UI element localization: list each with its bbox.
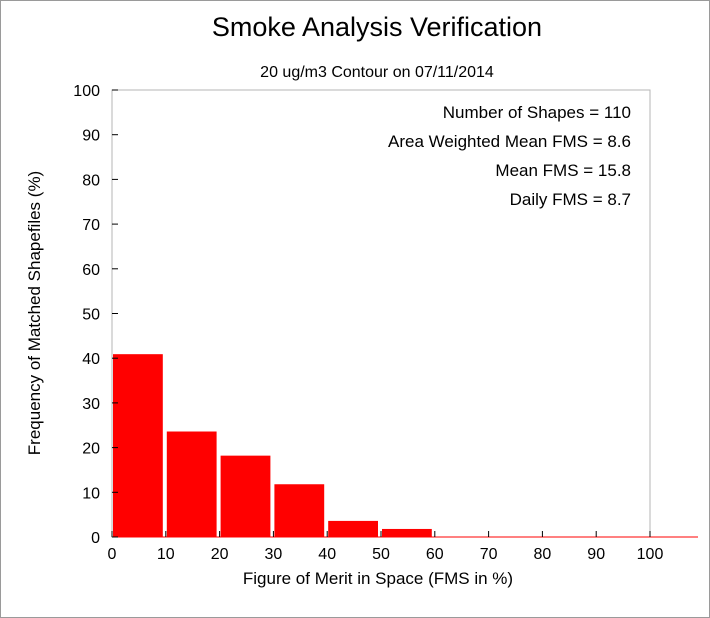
bar-50-60: [382, 528, 432, 537]
y-tick-label: 60: [82, 262, 100, 279]
y-tick-label: 10: [82, 485, 100, 502]
bar-0-10: [113, 354, 163, 537]
bar-20-30: [220, 455, 271, 537]
y-axis-label: Frequency of Matched Shapefiles (%): [25, 171, 44, 455]
stat-annotation: Daily FMS = 8.7: [510, 190, 631, 209]
y-tick-label: 50: [82, 307, 100, 324]
y-tick-label: 100: [73, 83, 100, 100]
stat-annotation: Number of Shapes = 110: [443, 103, 631, 122]
x-tick-label: 30: [265, 546, 283, 563]
x-tick-label: 100: [637, 546, 664, 563]
bar-40-50: [328, 520, 378, 537]
y-tick-label: 30: [82, 396, 100, 413]
x-tick-label: 20: [211, 546, 229, 563]
x-tick-label: 50: [372, 546, 390, 563]
x-axis-label: Figure of Merit in Space (FMS in %): [243, 569, 513, 588]
bar-10-20: [166, 431, 217, 537]
y-tick-label: 20: [82, 441, 100, 458]
y-tick-label: 0: [91, 530, 100, 547]
y-tick-label: 70: [82, 217, 100, 234]
stat-annotation: Area Weighted Mean FMS = 8.6: [388, 132, 631, 151]
x-tick-label: 90: [587, 546, 605, 563]
x-tick-label: 70: [480, 546, 498, 563]
x-tick-label: 0: [108, 546, 117, 563]
y-tick-label: 90: [82, 128, 100, 145]
x-tick-label: 10: [157, 546, 175, 563]
x-tick-label: 60: [426, 546, 444, 563]
chart-title: Smoke Analysis Verification: [212, 12, 542, 42]
annotations-group: Number of Shapes = 110 Area Weighted Mean…: [388, 103, 631, 209]
y-tick-label: 80: [82, 172, 100, 189]
x-axis: 0 10 20 30 40 50 60 70 80 90 100: [108, 531, 664, 563]
x-tick-label: 80: [534, 546, 552, 563]
bar-30-40: [274, 484, 325, 537]
y-axis: 0 10 20 30 40 50 60 70 80 90 100: [73, 83, 118, 547]
bars-group: [112, 354, 698, 538]
y-tick-label: 40: [82, 351, 100, 368]
x-tick-label: 40: [318, 546, 336, 563]
chart-subtitle: 20 ug/m3 Contour on 07/11/2014: [260, 64, 494, 81]
stat-annotation: Mean FMS = 15.8: [495, 161, 631, 180]
